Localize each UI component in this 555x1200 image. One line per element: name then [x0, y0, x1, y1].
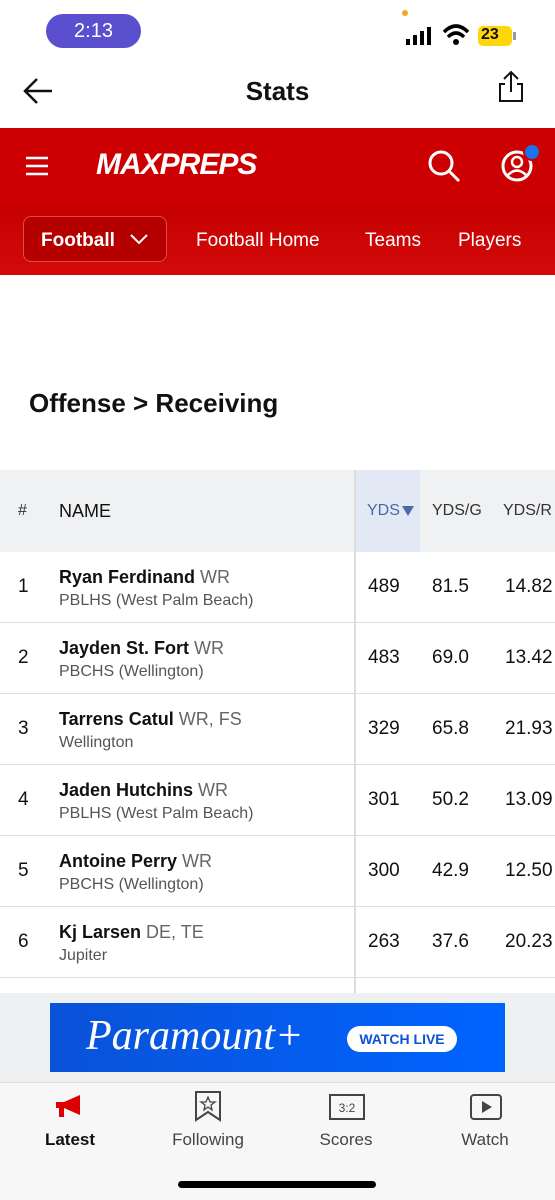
position: WR [194, 638, 225, 658]
status-icons [402, 10, 516, 46]
yds-per-reception: 21.93 [505, 718, 553, 739]
yds: 301 [368, 789, 400, 810]
watch-icon [470, 1094, 502, 1120]
tab-bar [0, 1082, 555, 1200]
school: PBCHS (Wellington) [59, 876, 204, 893]
following-icon [195, 1091, 221, 1122]
brand-bar [0, 128, 555, 205]
table-row: 6 Kj Larsen DE, TE Jupiter 263 37.6 20.23 [0, 907, 555, 978]
yds-per-game: 65.8 [432, 718, 469, 739]
school: PBCHS (Wellington) [59, 663, 204, 680]
player-name: Kj Larsen [59, 922, 142, 942]
home-indicator [178, 1181, 376, 1188]
school: PBLHS (West Palm Beach) [59, 805, 254, 822]
share-button[interactable] [496, 70, 526, 104]
school: Jupiter [59, 947, 108, 964]
player: Kj Larsen DE, TE [59, 922, 204, 943]
yds-per-game: 81.5 [432, 576, 469, 597]
logo[interactable]: MAXPREPS [96, 148, 257, 181]
time: 2:13 [74, 20, 113, 42]
player-name: Tarrens Catul [59, 709, 174, 729]
time-pill [46, 14, 141, 48]
position: WR [198, 780, 229, 800]
position: WR [200, 567, 231, 587]
player-name: Antoine Perry [59, 851, 178, 871]
rank: 4 [18, 789, 29, 810]
nav-link[interactable]: Football Home [196, 230, 320, 251]
tab[interactable]: Following [172, 1130, 244, 1149]
position: WR, FS [178, 709, 242, 729]
profile-button[interactable] [498, 140, 544, 186]
table-row: 4 Jaden Hutchins WR PBLHS (West Palm Beach)… [0, 765, 555, 836]
latest-icon [56, 1095, 80, 1117]
scores-icon: 3:2 [329, 1094, 365, 1120]
tab[interactable]: Watch [461, 1130, 509, 1149]
position: DE, TE [146, 922, 204, 942]
rank: 6 [18, 931, 29, 952]
column-header[interactable]: YDS [367, 502, 400, 519]
sport-label: Football [41, 230, 115, 251]
rank: 2 [18, 647, 29, 668]
table-row: 1 Ryan Ferdinand WR PBLHS (West Palm Beach)… [0, 552, 555, 623]
menu-button[interactable] [26, 155, 50, 177]
yds-per-game: 37.6 [432, 931, 469, 952]
sort-arrow [402, 506, 414, 516]
player-name: Jaden Hutchins [59, 780, 194, 800]
svg-text:3:2: 3:2 [339, 1101, 356, 1115]
stats-table: # NAME YDS YDS/G YDS/R 1 Ryan Ferdinand WR… [0, 470, 555, 993]
yds: 489 [368, 576, 400, 597]
rank: 1 [18, 576, 29, 597]
tab[interactable]: Latest [44, 1130, 96, 1149]
ad-brand: Paramount+ [86, 1013, 304, 1059]
yds: 329 [368, 718, 400, 739]
yds-per-game: 50.2 [432, 789, 469, 810]
column-header[interactable]: # [18, 502, 27, 519]
yds-per-reception: 14.82 [505, 576, 553, 597]
player: Jaden Hutchins WR [59, 780, 228, 801]
nav-link[interactable]: Players [458, 230, 522, 251]
rank: 5 [18, 860, 29, 881]
tab[interactable]: Scores [319, 1130, 373, 1149]
chevron [130, 234, 148, 245]
yds: 483 [368, 647, 400, 668]
player: Antoine Perry WR [59, 851, 212, 872]
yds-per-game: 42.9 [432, 860, 469, 881]
school: Wellington [59, 734, 134, 751]
column-header[interactable]: NAME [59, 501, 112, 521]
player: Jayden St. Fort WR [59, 638, 224, 659]
back-button[interactable] [22, 76, 56, 106]
battery: 23 [481, 26, 499, 43]
page-title: Stats [245, 76, 310, 106]
table-row: 5 Antoine Perry WR PBCHS (Wellington) 300 42.… [0, 836, 555, 907]
yds-per-reception: 13.42 [505, 647, 553, 668]
column-header[interactable]: YDS/R [503, 502, 552, 519]
yds: 263 [368, 931, 400, 952]
school: PBLHS (West Palm Beach) [59, 592, 254, 609]
rank: 3 [18, 718, 29, 739]
table-row: 3 Tarrens Catul WR, FS Wellington 329 65.8 21.… [0, 694, 555, 765]
ad-cta: WATCH LIVE [347, 1026, 457, 1052]
player-name: Jayden St. Fort [59, 638, 190, 658]
yds-per-game: 69.0 [432, 647, 469, 668]
position: WR [182, 851, 213, 871]
yds-per-reception: 13.09 [505, 789, 553, 810]
section-title: Offense > Receiving [29, 388, 279, 418]
column-header[interactable]: YDS/G [432, 502, 482, 519]
table-header [0, 470, 555, 552]
player-name: Ryan Ferdinand [59, 567, 196, 587]
nav-link[interactable]: Teams [365, 230, 421, 251]
yds-per-reception: 20.23 [505, 931, 553, 952]
search-button[interactable] [426, 148, 462, 184]
column-divider [354, 470, 356, 993]
yds-per-reception: 12.50 [505, 860, 553, 881]
yds: 300 [368, 860, 400, 881]
table-row: 2 Jayden St. Fort WR PBCHS (Wellington) 483 6… [0, 623, 555, 694]
player: Ryan Ferdinand WR [59, 567, 230, 588]
player: Tarrens Catul WR, FS [59, 709, 242, 730]
